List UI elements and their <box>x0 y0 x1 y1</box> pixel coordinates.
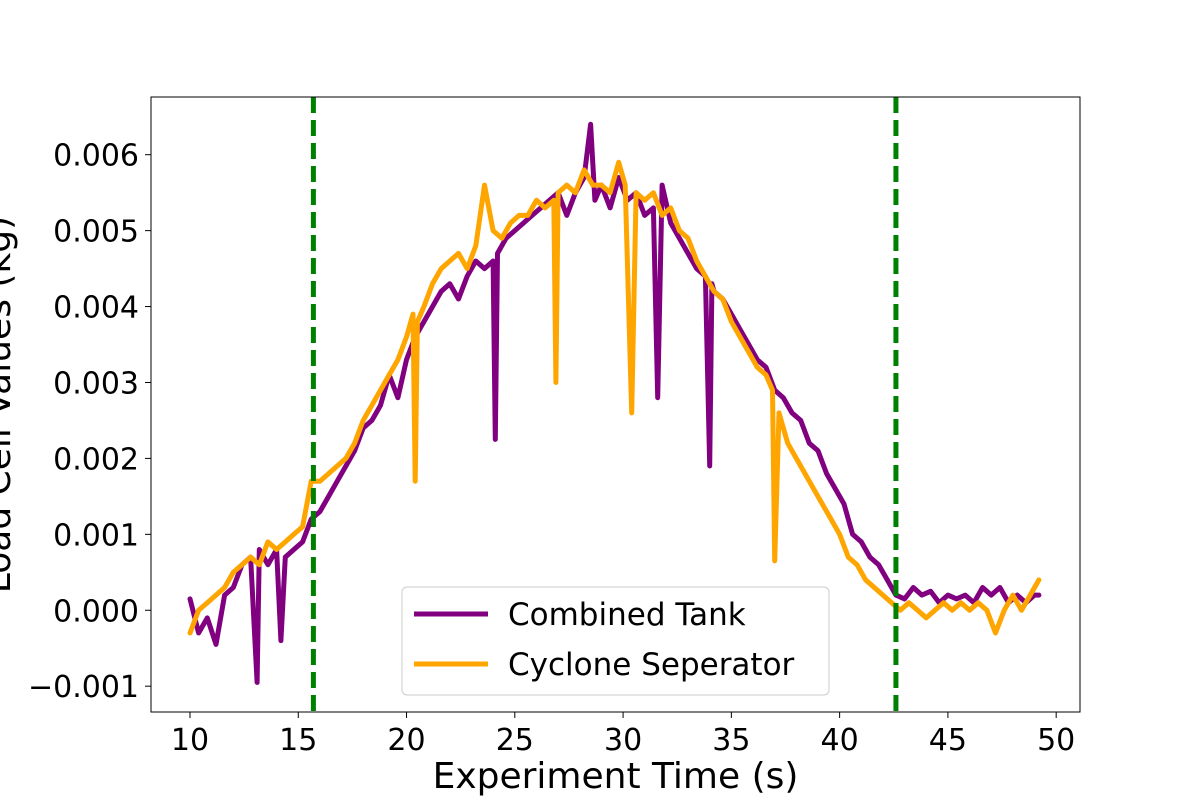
x-tick-label: 20 <box>387 723 425 758</box>
y-tick-label: 0.000 <box>53 594 139 629</box>
y-axis-label: Load Cell Values (kg) <box>0 216 19 593</box>
x-tick-label: 10 <box>171 723 209 758</box>
y-tick-label: 0.002 <box>53 442 139 477</box>
x-tick-label: 45 <box>929 723 967 758</box>
x-tick-label: 30 <box>604 723 642 758</box>
x-axis-ticks: 10 15 20 25 30 35 40 45 50 <box>171 712 1075 758</box>
y-tick-label: 0.004 <box>53 291 139 326</box>
x-tick-label: 25 <box>496 723 534 758</box>
x-tick-label: 40 <box>821 723 859 758</box>
legend: Combined Tank Cyclone Seperator <box>401 586 830 696</box>
series-layer <box>187 121 1042 685</box>
legend-label-0: Combined Tank <box>508 597 746 633</box>
x-tick-label: 15 <box>279 723 317 758</box>
vertical-lines <box>310 97 899 712</box>
x-axis-label: Experiment Time (s) <box>433 756 799 797</box>
y-tick-label: 0.001 <box>53 518 139 553</box>
legend-box <box>401 586 830 696</box>
y-axis-ticks: −0.001 0.000 0.001 0.002 0.003 0.004 0.005 0.00… <box>28 139 151 705</box>
legend-label-1: Cyclone Seperator <box>508 647 795 683</box>
y-tick-label: −0.001 <box>28 670 139 705</box>
x-tick-label: 35 <box>712 723 750 758</box>
plot-frame <box>150 96 1081 713</box>
x-tick-label: 50 <box>1037 723 1075 758</box>
y-tick-label: 0.003 <box>53 366 139 401</box>
series-line-1 <box>187 159 1042 636</box>
y-tick-label: 0.005 <box>53 215 139 250</box>
series-line-0 <box>187 121 1042 685</box>
y-tick-label: 0.006 <box>53 139 139 174</box>
